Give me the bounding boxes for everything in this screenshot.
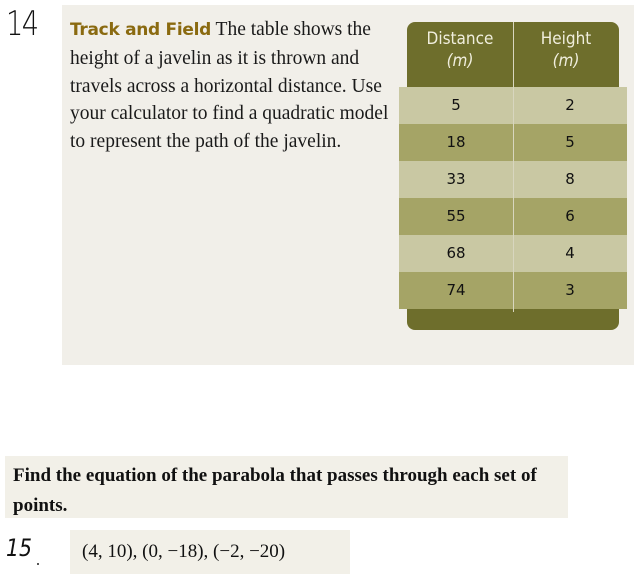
header-label: Distance xyxy=(426,29,494,49)
cell-height: 2 xyxy=(565,96,575,114)
header-unit: (m) xyxy=(446,51,474,71)
column-divider xyxy=(513,22,514,312)
instructions-box xyxy=(5,456,568,518)
cell-height: 3 xyxy=(565,281,575,299)
cell-distance: 5 xyxy=(451,96,461,114)
cell-height: 6 xyxy=(565,207,575,225)
header-unit: (m) xyxy=(552,51,580,71)
instructions: Find the equation of the parabola that p… xyxy=(13,465,537,516)
problem-heading: Track and Field xyxy=(70,20,212,40)
problem-15-box xyxy=(70,530,350,574)
problem-number-14: 14 xyxy=(6,4,39,44)
problem-14-text: Track and Field The table shows the heig… xyxy=(70,16,400,156)
problem-number-15: 15 xyxy=(6,534,32,562)
problem-body: The table shows the height of a javelin … xyxy=(70,19,389,153)
header-label: Height xyxy=(540,29,592,49)
cell-distance: 18 xyxy=(446,133,466,151)
problem-15-points: (4, 10), (0, −18), (−2, −20) xyxy=(82,541,286,562)
header-height: Height (m) xyxy=(518,22,613,87)
cell-distance: 33 xyxy=(446,170,466,188)
cell-height: 8 xyxy=(565,170,575,188)
header-distance: Distance (m) xyxy=(412,22,507,87)
cell-distance: 55 xyxy=(446,207,466,225)
cell-distance: 74 xyxy=(446,281,466,299)
dot xyxy=(37,563,39,565)
cell-distance: 68 xyxy=(446,244,466,262)
data-table: Distance (m) Height (m) 5 2 18 5 33 8 55 6 6… xyxy=(399,22,627,330)
cell-height: 4 xyxy=(565,244,575,262)
cell-height: 5 xyxy=(565,133,575,151)
